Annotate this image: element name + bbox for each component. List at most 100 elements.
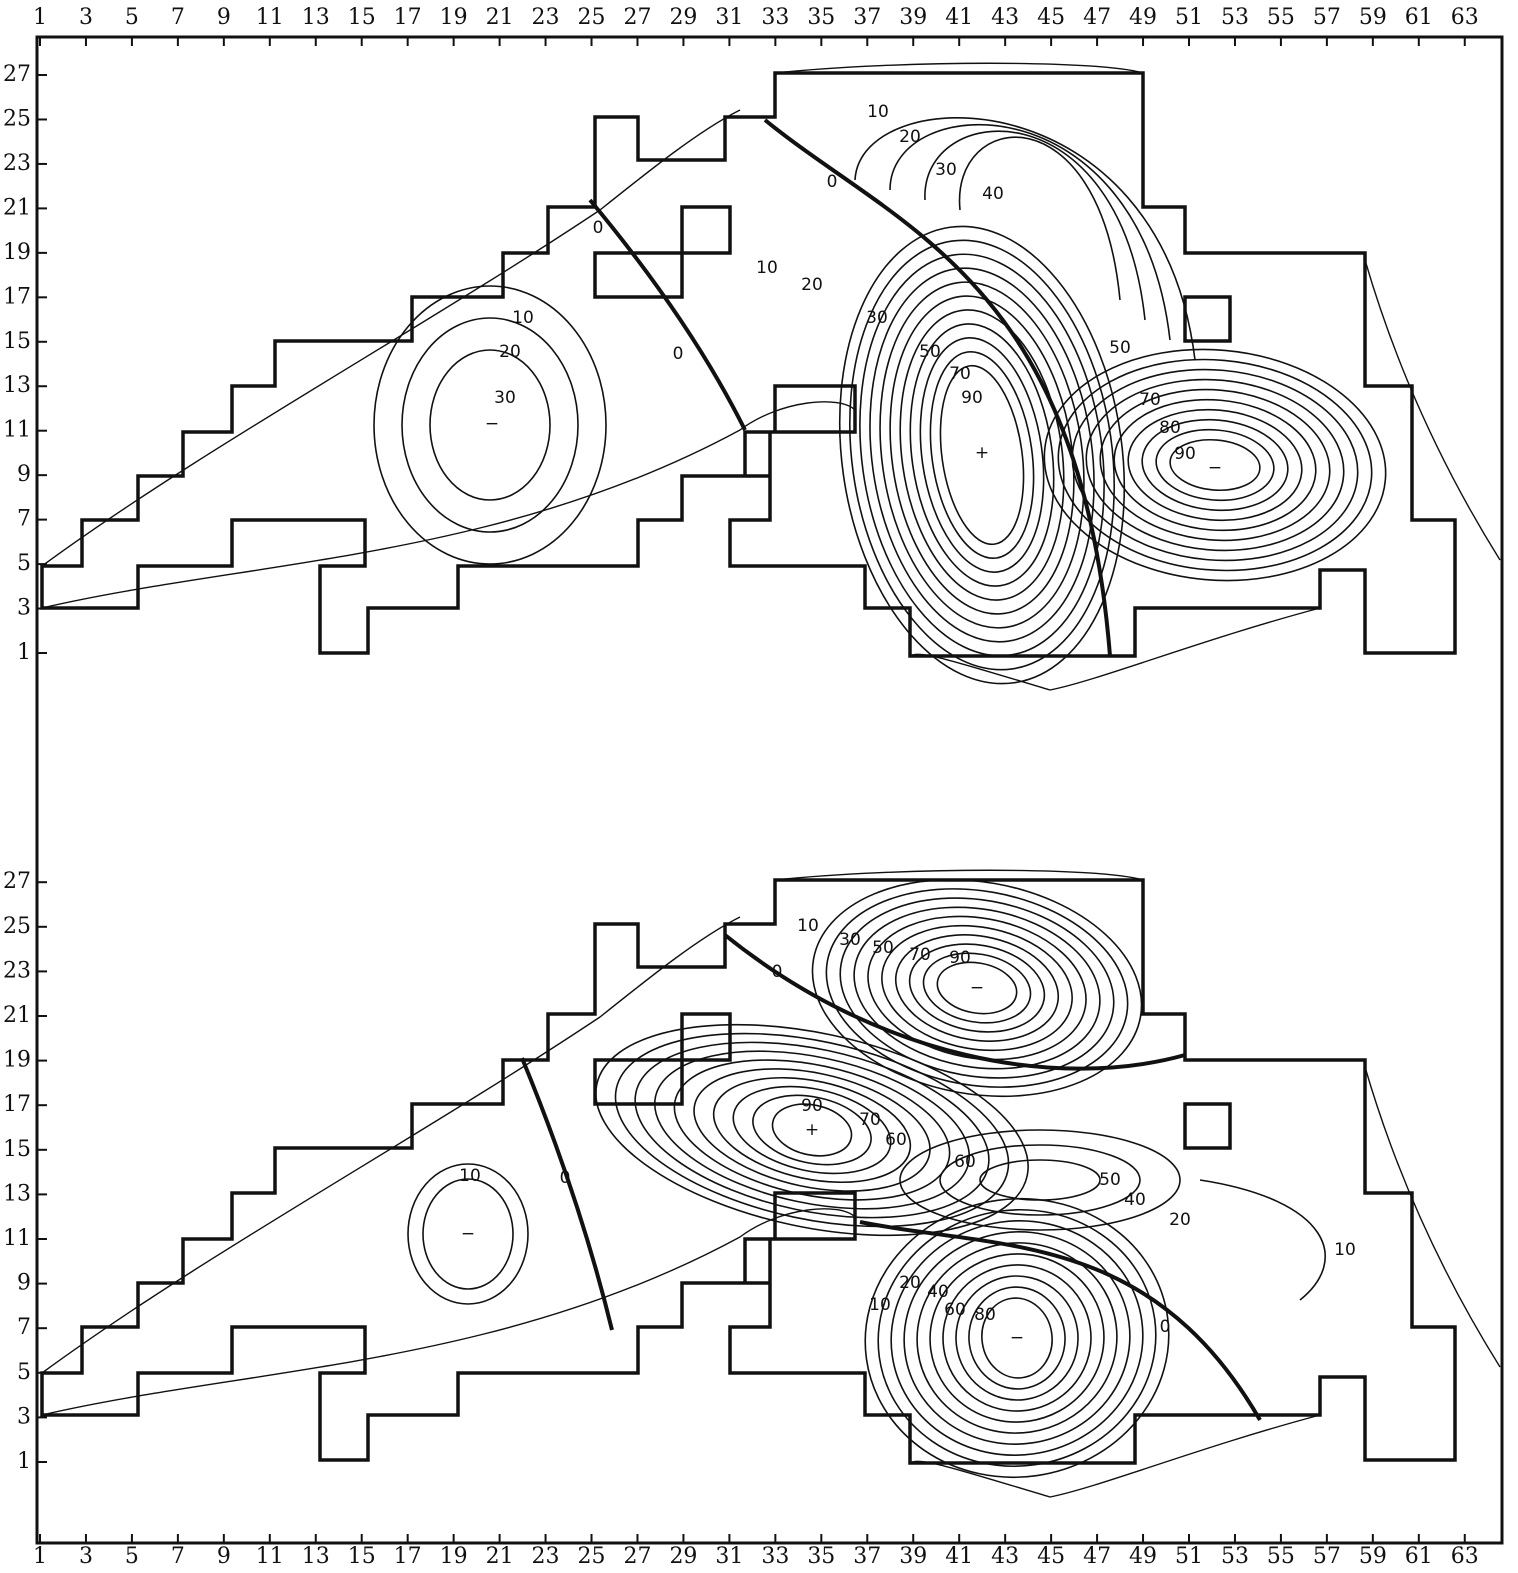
contour-label: 10 xyxy=(797,916,819,936)
x-tick-label: 19 xyxy=(440,5,468,30)
x-tick-label: 29 xyxy=(669,1544,697,1569)
x-tick-label: 37 xyxy=(853,5,881,30)
contour-label: 60 xyxy=(885,1130,907,1150)
contour-label: 0 xyxy=(560,1168,571,1188)
contour xyxy=(925,131,1145,320)
x-tick-label: 63 xyxy=(1451,1544,1479,1569)
y-tick-label: 25 xyxy=(3,914,31,939)
y-tick-label: 11 xyxy=(3,1226,31,1251)
contour-label: 70 xyxy=(859,1110,881,1130)
contour-label: 90 xyxy=(961,388,983,408)
y-tick-label: 13 xyxy=(3,373,31,398)
x-tick-label: 47 xyxy=(1083,5,1111,30)
x-tick-label: 11 xyxy=(256,5,284,30)
contour-label: 70 xyxy=(949,364,971,384)
x-tick-label: 39 xyxy=(899,5,927,30)
contour-label: 40 xyxy=(927,1282,949,1302)
contour-label: 20 xyxy=(1169,1210,1191,1230)
contour-label: 10 xyxy=(1334,1240,1356,1260)
y-tick-label: 3 xyxy=(17,1404,31,1429)
x-tick-label: 51 xyxy=(1175,1544,1203,1569)
y-tick-label: 21 xyxy=(3,1003,31,1028)
contour-label: − xyxy=(461,1224,475,1244)
y-tick-label: 19 xyxy=(3,240,31,265)
x-tick-label: 21 xyxy=(486,5,514,30)
y-tick-label: 23 xyxy=(3,151,31,176)
contour-label: 10 xyxy=(869,1295,891,1315)
x-tick-label: 27 xyxy=(623,1544,651,1569)
contour-label: 90 xyxy=(949,948,971,968)
contour-label: + xyxy=(805,1120,819,1140)
y-tick-label: 15 xyxy=(3,329,31,354)
contour-label: − xyxy=(485,414,499,434)
contour-label: − xyxy=(970,978,984,998)
x-tick-label: 17 xyxy=(394,5,422,30)
y-tick-label: 23 xyxy=(3,958,31,983)
y-tick-label: 13 xyxy=(3,1181,31,1206)
contour-label: 10 xyxy=(756,258,778,278)
y-tick-label: 27 xyxy=(3,869,31,894)
contour-label: 20 xyxy=(899,127,921,147)
x-tick-label: 15 xyxy=(348,1544,376,1569)
maps: 1357911131517192123252729313335373941434… xyxy=(3,5,1500,1569)
x-tick-label: 3 xyxy=(79,5,93,30)
x-tick-label: 57 xyxy=(1313,5,1341,30)
x-tick-label: 33 xyxy=(761,5,789,30)
x-tick-label: 61 xyxy=(1405,1544,1433,1569)
contour-label: − xyxy=(1208,458,1222,478)
x-tick-label: 59 xyxy=(1359,5,1387,30)
y-tick-label: 5 xyxy=(17,1360,31,1385)
y-tick-label: 21 xyxy=(3,195,31,220)
y-tick-label: 17 xyxy=(3,1092,31,1117)
y-tick-label: 27 xyxy=(3,62,31,87)
x-tick-label: 15 xyxy=(348,5,376,30)
y-tick-label: 19 xyxy=(3,1048,31,1073)
contour-label: 70 xyxy=(909,945,931,965)
contour xyxy=(1200,1180,1325,1300)
contour-label: 90 xyxy=(1174,444,1196,464)
x-tick-label: 5 xyxy=(125,5,139,30)
contour-label: 50 xyxy=(1109,338,1131,358)
y-tick-label: 11 xyxy=(3,418,31,443)
grid-boundary xyxy=(42,880,1455,1463)
x-tick-label: 17 xyxy=(394,1544,422,1569)
contour-label: 0 xyxy=(827,172,838,192)
contour-label: 20 xyxy=(801,275,823,295)
contour-label: 50 xyxy=(1099,1170,1121,1190)
x-tick-label: 53 xyxy=(1221,1544,1249,1569)
x-tick-label: 43 xyxy=(991,5,1019,30)
contour-label: 30 xyxy=(866,308,888,328)
x-tick-label: 13 xyxy=(302,5,330,30)
y-tick-label: 1 xyxy=(17,640,31,665)
contour-label: 0 xyxy=(772,962,783,982)
contour-label: 0 xyxy=(1160,1317,1171,1337)
x-tick-label: 45 xyxy=(1037,5,1065,30)
x-tick-label: 7 xyxy=(171,1544,185,1569)
x-tick-label: 31 xyxy=(715,5,743,30)
x-tick-label: 25 xyxy=(578,1544,606,1569)
x-tick-label: 33 xyxy=(761,1544,789,1569)
grid-boundary xyxy=(42,73,1455,656)
x-tick-label: 41 xyxy=(945,5,973,30)
x-tick-label: 3 xyxy=(79,1544,93,1569)
x-tick-label: 21 xyxy=(486,1544,514,1569)
x-tick-label: 55 xyxy=(1267,1544,1295,1569)
contour xyxy=(960,137,1120,300)
contour-label: 60 xyxy=(944,1300,966,1320)
x-tick-label: 19 xyxy=(440,1544,468,1569)
x-tick-label: 39 xyxy=(899,1544,927,1569)
x-tick-label: 11 xyxy=(256,1544,284,1569)
panel: 13579111315171921232527102030−0001020304… xyxy=(3,62,1500,702)
x-tick-label: 9 xyxy=(217,1544,231,1569)
x-tick-label: 31 xyxy=(715,1544,743,1569)
contour-label: 30 xyxy=(839,930,861,950)
x-tick-label: 41 xyxy=(945,1544,973,1569)
zero-contour xyxy=(590,200,745,430)
x-tick-label: 27 xyxy=(623,5,651,30)
y-tick-label: 7 xyxy=(17,1315,31,1340)
x-tick-label: 35 xyxy=(807,1544,835,1569)
x-tick-label: 1 xyxy=(33,1544,47,1569)
contour-label: 60 xyxy=(954,1152,976,1172)
contour-label: 80 xyxy=(974,1305,996,1325)
y-tick-label: 3 xyxy=(17,596,31,621)
